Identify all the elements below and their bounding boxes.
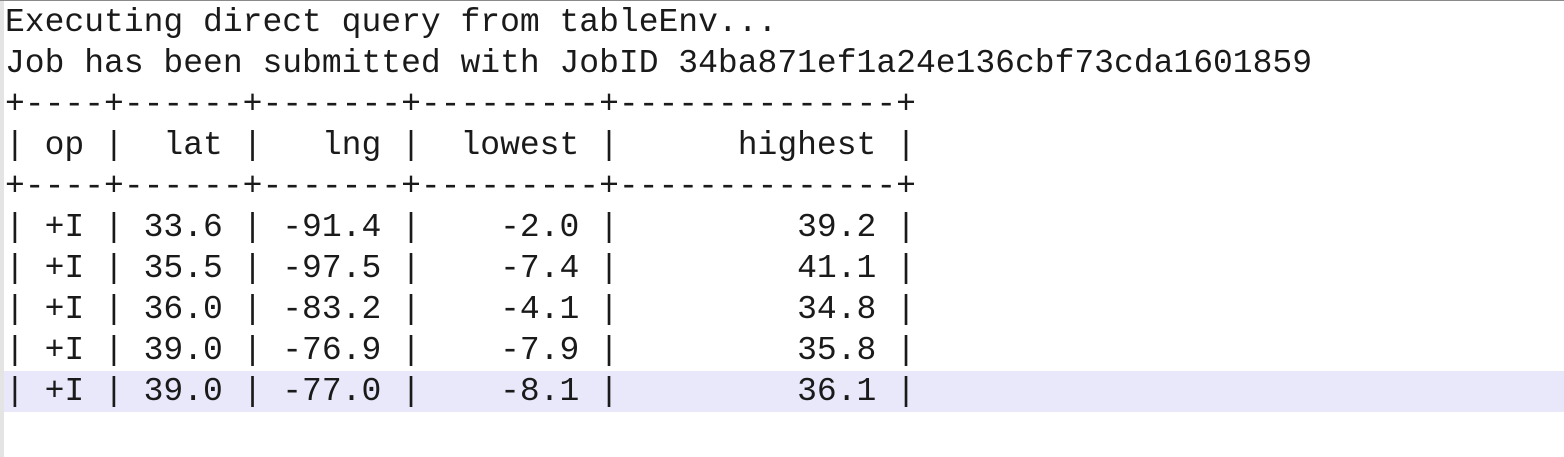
table-header-row: | op | lat | lng | lowest | highest | xyxy=(5,127,916,164)
console-lines: Executing direct query from tableEnv... … xyxy=(4,2,1564,412)
status-line-job-submitted: Job has been submitted with JobID 34ba87… xyxy=(5,45,1313,82)
table-border-header: +----+------+-------+---------+---------… xyxy=(5,168,916,205)
table-border-top: +----+------+-------+---------+---------… xyxy=(5,86,916,123)
editor-gutter xyxy=(0,1,4,457)
table-row: | +I | 39.0 | -76.9 | -7.9 | 35.8 | xyxy=(5,332,916,369)
table-row: | +I | 33.6 | -91.4 | -2.0 | 39.2 | xyxy=(5,209,916,246)
status-line-executing: Executing direct query from tableEnv... xyxy=(5,4,778,41)
table-row: | +I | 36.0 | -83.2 | -4.1 | 34.8 | xyxy=(5,291,916,328)
table-row: | +I | 35.5 | -97.5 | -7.4 | 41.1 | xyxy=(5,250,916,287)
table-row-current-line[interactable]: | +I | 39.0 | -77.0 | -8.1 | 36.1 | xyxy=(4,371,1564,412)
